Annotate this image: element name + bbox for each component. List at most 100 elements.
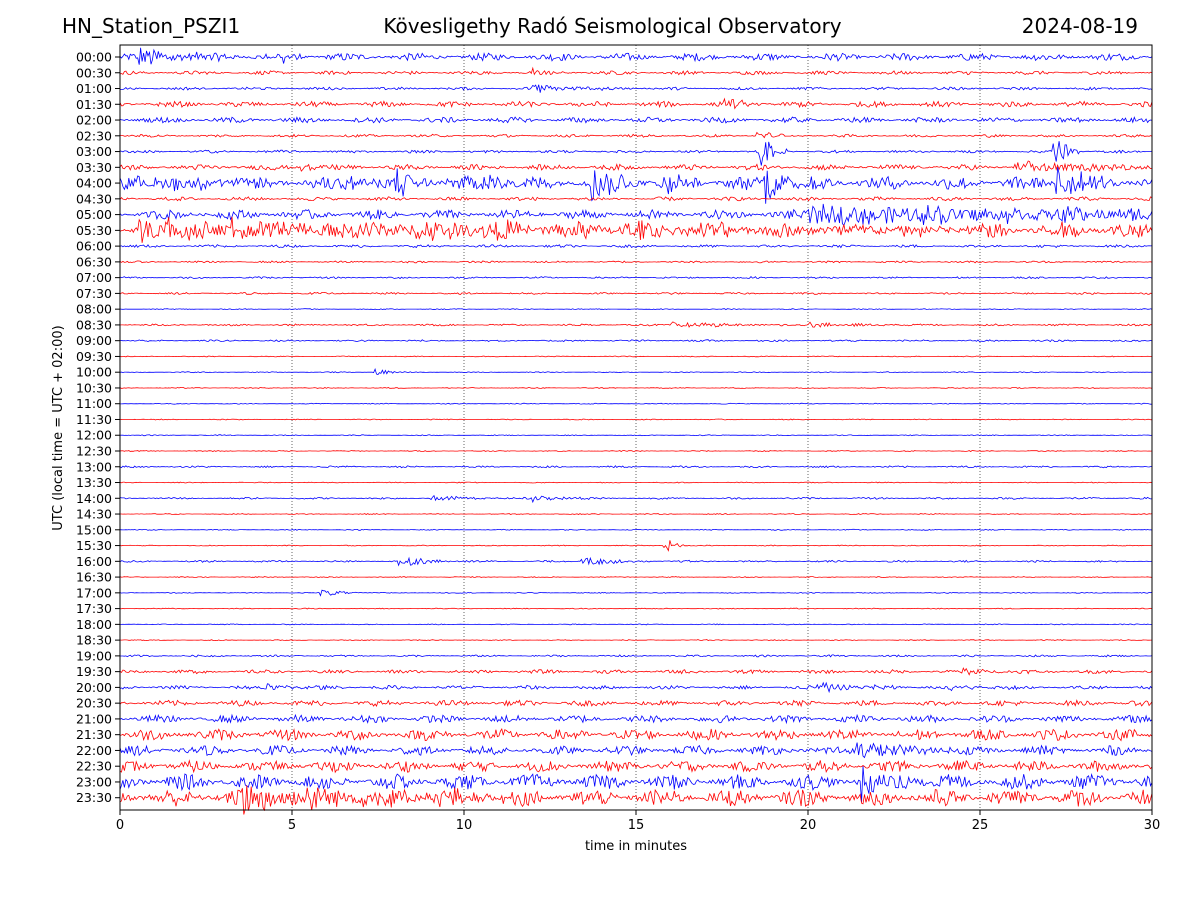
trace-row bbox=[119, 528, 1153, 531]
trace-row bbox=[119, 116, 1153, 124]
trace-row bbox=[119, 450, 1153, 452]
y-tick-label: 05:00 bbox=[76, 207, 112, 222]
y-tick-label: 22:00 bbox=[76, 743, 112, 758]
trace-row bbox=[119, 66, 1153, 76]
y-tick-label: 10:30 bbox=[76, 380, 112, 395]
trace-row bbox=[119, 339, 1153, 343]
y-tick-labels: 00:0000:3001:0001:3002:0002:3003:0003:30… bbox=[76, 50, 120, 805]
y-tick-label: 02:30 bbox=[76, 128, 112, 143]
x-tick-label: 25 bbox=[972, 818, 989, 833]
trace-row bbox=[119, 141, 1153, 166]
trace-row bbox=[120, 513, 1153, 515]
trace-row bbox=[119, 540, 1152, 552]
trace-row bbox=[119, 556, 1153, 567]
y-tick-label: 21:00 bbox=[76, 711, 112, 726]
y-tick-label: 19:30 bbox=[76, 664, 112, 679]
trace-row bbox=[119, 203, 1153, 227]
y-tick-label: 15:30 bbox=[76, 538, 112, 553]
trace-row bbox=[119, 97, 1153, 110]
x-tick-label: 0 bbox=[116, 818, 124, 833]
y-tick-label: 03:30 bbox=[76, 160, 112, 175]
chart-title: Kövesligethy Radó Seismological Observat… bbox=[383, 14, 842, 38]
trace-row bbox=[119, 196, 1153, 202]
y-tick-label: 23:00 bbox=[76, 774, 112, 789]
trace-row bbox=[119, 131, 1153, 139]
y-tick-label: 08:30 bbox=[76, 317, 112, 332]
y-tick-label: 14:00 bbox=[76, 491, 112, 506]
trace-row bbox=[119, 494, 1152, 504]
trace-row bbox=[119, 276, 1153, 280]
y-axis-label: UTC (local time = UTC + 02:00) bbox=[51, 325, 66, 530]
trace-row bbox=[119, 699, 1153, 708]
y-tick-label: 08:00 bbox=[76, 302, 112, 317]
trace-row bbox=[119, 681, 1153, 694]
y-tick-label: 11:30 bbox=[76, 412, 112, 427]
y-tick-label: 14:30 bbox=[76, 507, 112, 522]
y-tick-label: 13:00 bbox=[76, 459, 112, 474]
x-tick-marks: 0 5 10 15 20 25 30 bbox=[116, 810, 1160, 833]
y-tick-label: 04:30 bbox=[76, 191, 112, 206]
plot-frame bbox=[119, 44, 1153, 811]
trace-row bbox=[119, 47, 1153, 65]
y-tick-label: 01:00 bbox=[76, 81, 112, 96]
trace-row bbox=[119, 742, 1153, 759]
trace-row bbox=[120, 623, 1153, 626]
y-tick-label: 09:30 bbox=[76, 349, 112, 364]
y-tick-label: 10:00 bbox=[76, 365, 112, 380]
trace-row bbox=[119, 576, 1153, 579]
trace-row bbox=[119, 167, 1153, 204]
trace-row bbox=[119, 667, 1153, 676]
trace-row bbox=[119, 291, 1153, 295]
y-tick-label: 00:30 bbox=[76, 65, 112, 80]
trace-row bbox=[119, 481, 1153, 484]
trace-row bbox=[119, 766, 1153, 803]
y-tick-label: 17:30 bbox=[76, 601, 112, 616]
trace-row bbox=[119, 387, 1153, 389]
trace-row bbox=[119, 244, 1153, 249]
y-tick-label: 03:00 bbox=[76, 144, 112, 159]
trace-row bbox=[119, 639, 1152, 642]
y-tick-label: 23:30 bbox=[76, 790, 112, 805]
y-tick-label: 00:00 bbox=[76, 50, 112, 65]
trace-row bbox=[119, 160, 1152, 173]
y-tick-label: 15:00 bbox=[76, 522, 112, 537]
trace-row bbox=[119, 434, 1153, 437]
vertical-gridlines bbox=[291, 45, 981, 810]
y-tick-label: 06:30 bbox=[76, 254, 112, 269]
x-tick-label: 10 bbox=[456, 818, 473, 833]
x-tick-label: 30 bbox=[1144, 818, 1161, 833]
y-tick-label: 02:00 bbox=[76, 113, 112, 128]
seismic-traces bbox=[119, 47, 1153, 815]
x-tick-label: 5 bbox=[288, 818, 296, 833]
y-tick-label: 18:00 bbox=[76, 617, 112, 632]
trace-row bbox=[119, 465, 1153, 469]
trace-row bbox=[119, 321, 1153, 328]
y-tick-label: 20:00 bbox=[76, 680, 112, 695]
y-tick-label: 13:30 bbox=[76, 475, 112, 490]
trace-row bbox=[119, 418, 1153, 421]
y-tick-label: 17:00 bbox=[76, 585, 112, 600]
trace-row bbox=[119, 308, 1153, 311]
y-tick-label: 12:30 bbox=[76, 444, 112, 459]
y-tick-label: 06:00 bbox=[76, 239, 112, 254]
trace-row bbox=[119, 355, 1153, 358]
x-tick-label: 20 bbox=[800, 818, 817, 833]
y-tick-label: 01:30 bbox=[76, 97, 112, 112]
trace-row bbox=[119, 216, 1153, 243]
y-tick-label: 16:30 bbox=[76, 570, 112, 585]
y-tick-label: 07:00 bbox=[76, 270, 112, 285]
y-tick-label: 18:30 bbox=[76, 633, 112, 648]
trace-row bbox=[119, 368, 1153, 375]
y-tick-label: 07:30 bbox=[76, 286, 112, 301]
y-tick-label: 21:30 bbox=[76, 727, 112, 742]
trace-row bbox=[119, 84, 1153, 93]
trace-row bbox=[119, 260, 1153, 264]
trace-row bbox=[119, 589, 1153, 597]
x-tick-label: 15 bbox=[628, 818, 645, 833]
trace-row bbox=[119, 785, 1153, 815]
x-axis-label: time in minutes bbox=[585, 839, 687, 854]
record-date: 2024-08-19 bbox=[1021, 14, 1138, 38]
y-tick-label: 19:00 bbox=[76, 648, 112, 663]
y-tick-label: 05:30 bbox=[76, 223, 112, 238]
